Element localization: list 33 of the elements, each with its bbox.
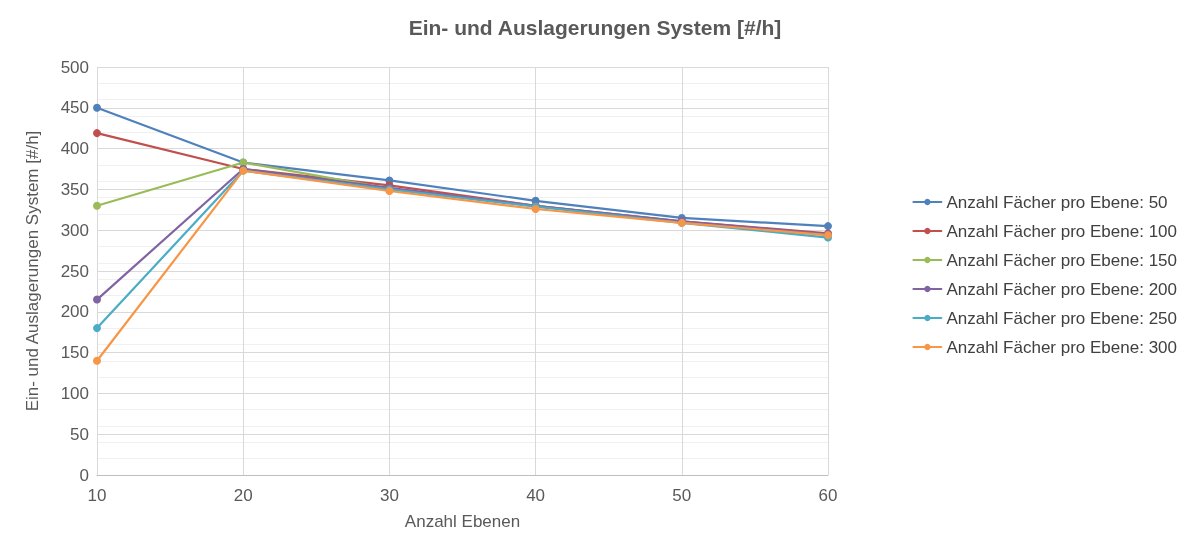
x-axis-title: Anzahl Ebenen bbox=[404, 512, 521, 531]
y-tick-label: 50 bbox=[70, 424, 89, 444]
y-axis-title: Ein- und Auslagerungen System [#/h] bbox=[23, 130, 42, 412]
chart-title: Ein- und Auslagerungen System [#/h] bbox=[408, 16, 782, 39]
y-tick-label: 350 bbox=[60, 179, 89, 199]
y-tick-label: 450 bbox=[60, 98, 89, 118]
x-tick-label: 40 bbox=[526, 486, 546, 505]
point bbox=[824, 222, 832, 231]
x-tick-label: 50 bbox=[672, 486, 692, 505]
y-tick-label: 100 bbox=[60, 383, 89, 403]
y-tick-label: 150 bbox=[60, 343, 89, 363]
point bbox=[93, 356, 101, 365]
y-tick-label: 500 bbox=[60, 57, 89, 77]
point bbox=[93, 295, 101, 304]
legend-label: Anzahl Fächer pro Ebene: 50 bbox=[946, 192, 1168, 212]
legend-label: Anzahl Fächer pro Ebene: 150 bbox=[946, 250, 1178, 270]
y-tick-label: 250 bbox=[60, 261, 89, 281]
y-tick-label: 300 bbox=[60, 220, 89, 240]
point bbox=[93, 129, 101, 138]
y-tick-label: 400 bbox=[60, 139, 89, 159]
legend-label: Anzahl Fächer pro Ebene: 250 bbox=[946, 308, 1178, 328]
point bbox=[93, 103, 101, 112]
y-tick-label: 0 bbox=[79, 465, 89, 485]
x-tick-label: 30 bbox=[379, 486, 399, 505]
legend-label: Anzahl Fächer pro Ebene: 300 bbox=[946, 337, 1178, 357]
legend-label: Anzahl Fächer pro Ebene: 200 bbox=[946, 279, 1178, 299]
x-tick-label: 20 bbox=[233, 486, 253, 505]
point bbox=[93, 324, 101, 333]
y-tick-label: 200 bbox=[60, 302, 89, 322]
point bbox=[93, 201, 101, 210]
x-tick-label: 10 bbox=[87, 486, 107, 505]
legend-label: Anzahl Fächer pro Ebene: 100 bbox=[946, 221, 1178, 241]
x-tick-label: 60 bbox=[818, 486, 838, 505]
